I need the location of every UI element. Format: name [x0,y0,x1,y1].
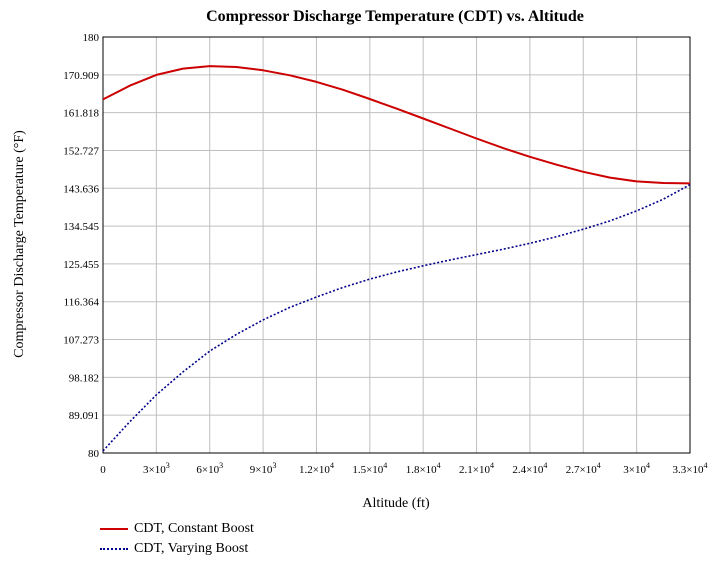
plot-frame [102,36,691,454]
y-tick-label: 125.455 [63,259,99,271]
y-tick-label: 98.182 [69,372,99,384]
x-tick-label: 1.2×104 [299,461,334,476]
x-tick-label: 1.5×104 [352,461,387,476]
x-tick-label: 3×104 [623,461,650,476]
y-tick-label: 161.818 [63,108,99,120]
series-line-varying-boost [102,183,691,452]
x-axis-label: Altitude (ft) [362,496,430,511]
y-tick-label: 170.909 [63,70,99,82]
y-tick-label: 180 [83,32,100,44]
x-tick-label: 0 [100,464,106,476]
y-tick-label: 116.364 [64,297,100,309]
y-tick-label: 107.273 [63,335,99,347]
grid [102,36,691,454]
series-layer [102,65,691,452]
series-line-constant-boost [102,65,691,185]
legend-item-varying-boost: CDT, Varying Boost [100,541,248,557]
x-tick-label: 1.8×104 [406,461,441,476]
y-tick-label: 152.727 [63,145,99,157]
y-tick-label: 134.545 [63,221,99,233]
x-tick-labels: 0 3×103 6×103 9×103 1.2×104 1.5×104 1.8×104 2.1… [100,461,707,476]
y-tick-label: 143.636 [63,183,99,195]
x-tick-label: 9×103 [250,461,277,476]
x-tick-label: 3.3×104 [673,461,708,476]
x-tick-label: 3×103 [143,461,170,476]
legend-swatch-solid [100,528,128,530]
y-tick-label: 89.091 [69,410,99,422]
y-tick-labels: 180 170.909 161.818 152.727 143.636 134.545 12… [63,32,99,460]
x-tick-label: 2.7×104 [566,461,601,476]
x-tick-label: 2.1×104 [459,461,494,476]
legend-swatch-dotted [100,548,128,550]
y-tick-label: 80 [88,448,100,460]
legend-label: CDT, Constant Boost [134,521,254,536]
legend-label: CDT, Varying Boost [134,541,249,556]
x-tick-label: 6×103 [196,461,223,476]
chart-title: Compressor Discharge Temperature (CDT) v… [206,8,584,25]
legend-item-constant-boost: CDT, Constant Boost [100,521,254,537]
y-axis-label: Compressor Discharge Temperature (°F) [12,130,27,358]
x-tick-label: 2.4×104 [512,461,547,476]
